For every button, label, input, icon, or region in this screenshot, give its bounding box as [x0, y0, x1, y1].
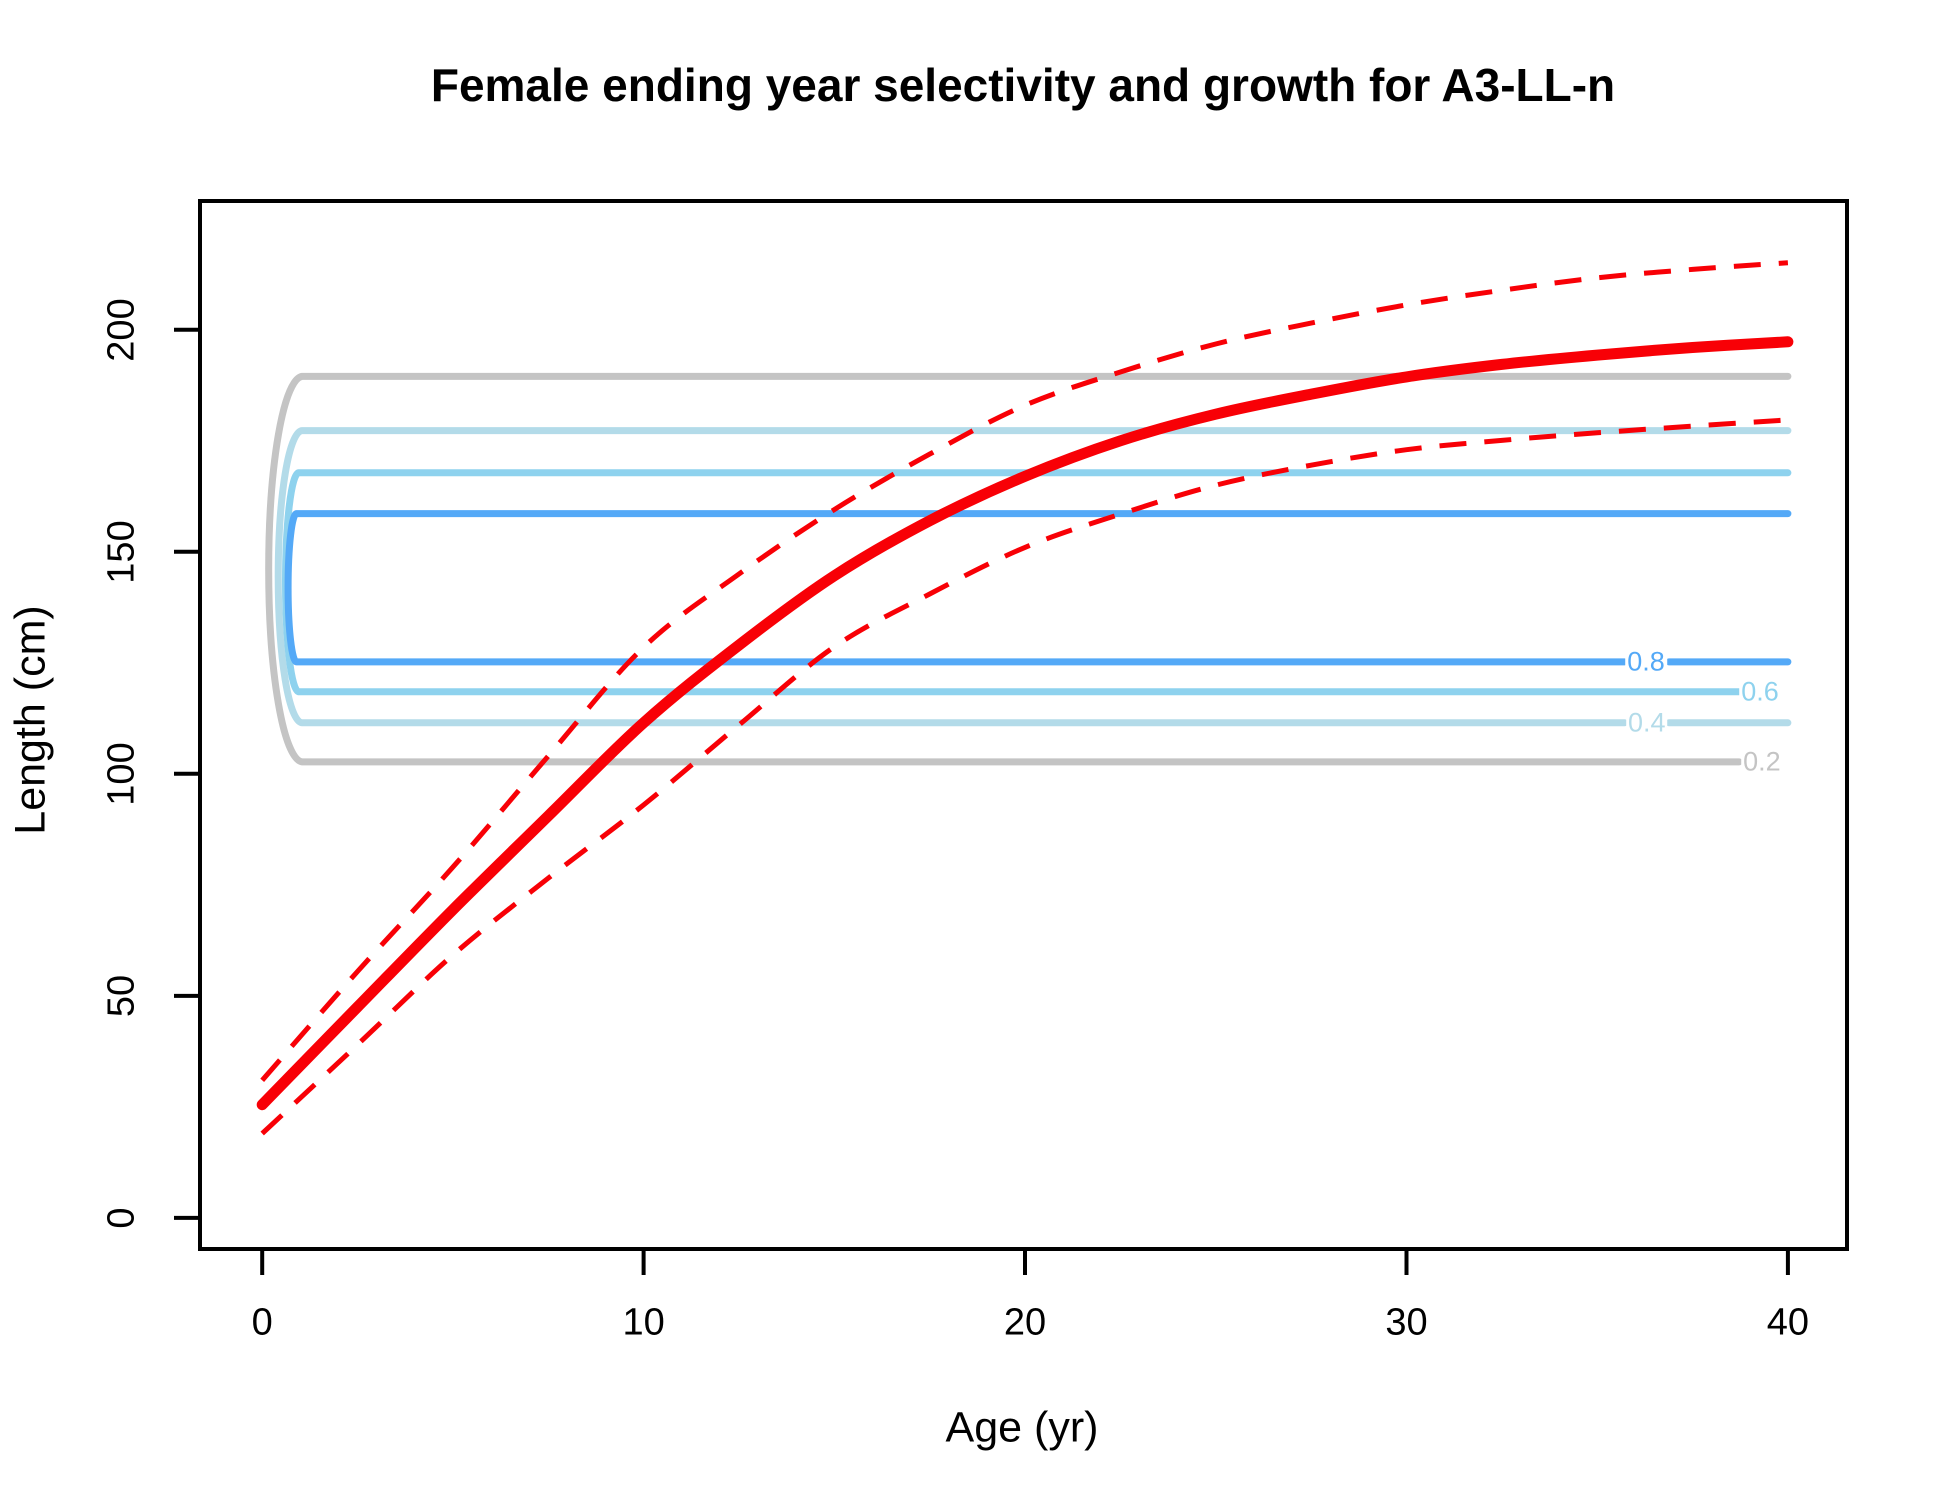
selectivity-contour-0.4	[274, 427, 1792, 727]
growth-curve-upper	[260, 260, 1789, 1082]
growth-curve-mean	[256, 336, 1794, 1111]
selectivity-contour-0.8	[284, 510, 1792, 666]
selectivity-contour-0.2	[265, 372, 1792, 766]
growth-curve-lower	[260, 417, 1789, 1136]
